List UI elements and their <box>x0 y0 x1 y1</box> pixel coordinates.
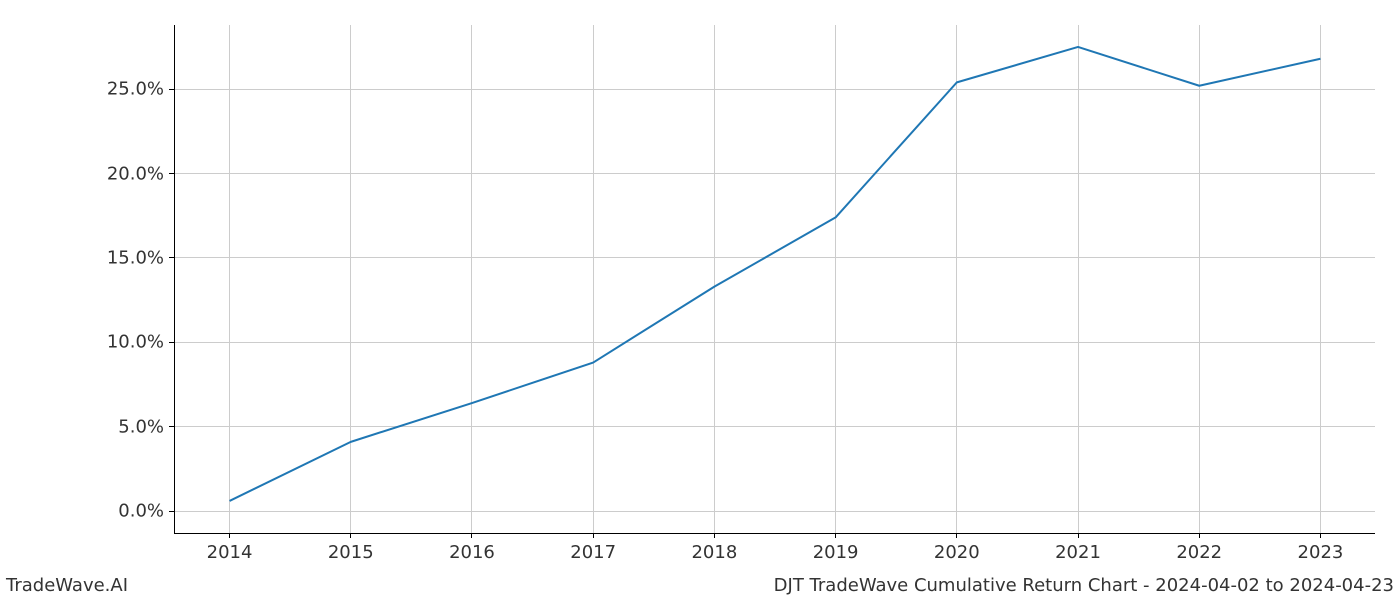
series-line-cumulative-return <box>230 47 1321 501</box>
footer-right-text: DJT TradeWave Cumulative Return Chart - … <box>774 575 1394 596</box>
footer-left-text: TradeWave.AI <box>6 575 128 596</box>
line-layer <box>0 0 1400 600</box>
